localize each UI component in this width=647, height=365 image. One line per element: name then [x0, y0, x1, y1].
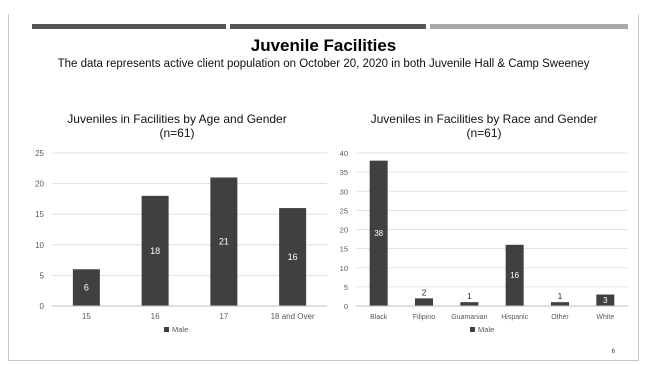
y-tick-label: 15: [35, 210, 44, 219]
y-tick-label: 20: [340, 226, 348, 235]
bar: [369, 160, 388, 306]
bar: [141, 195, 169, 306]
chart-title-line-2: (n=61): [159, 126, 195, 140]
accent-bar-3: [430, 24, 628, 29]
legend-swatch: [470, 327, 475, 332]
y-tick-label: 10: [340, 264, 348, 273]
y-tick-label: 5: [40, 271, 45, 280]
bar: [210, 177, 238, 306]
bar: [460, 302, 479, 306]
legend-swatch: [164, 327, 169, 332]
slide-frame: [8, 14, 639, 361]
data-label: 16: [510, 271, 519, 280]
chart-title-line-2: (n=61): [466, 126, 502, 140]
chart-title-line-1: Juveniles in Facilities by Age and Gende…: [67, 112, 287, 126]
chart-age-gender: Juveniles in Facilities by Age and Gende…: [22, 112, 332, 347]
data-label: 2: [422, 288, 427, 297]
y-tick-label: 15: [340, 245, 348, 254]
bar: [596, 294, 615, 306]
data-label: 38: [374, 229, 383, 238]
bar: [551, 302, 569, 306]
slide-title: Juvenile Facilities: [250, 36, 397, 55]
slide-subtitle: The data represents active client popula…: [57, 58, 590, 70]
bar: [279, 208, 307, 306]
x-tick-label: Guamanian: [451, 314, 487, 321]
data-label: 3: [603, 296, 608, 305]
chart-race-gender: Juveniles in Facilities by Race and Gend…: [334, 112, 634, 347]
legend-label: Male: [478, 325, 494, 334]
x-tick-label: White: [596, 314, 614, 321]
y-tick-label: 25: [340, 206, 348, 215]
chart-title: Juveniles in Facilities by Age and Gende…: [22, 112, 332, 140]
data-label: 21: [219, 237, 229, 247]
chart-title: Juveniles in Facilities by Race and Gend…: [334, 112, 634, 140]
bar: [505, 244, 524, 306]
accent-bar-1: [32, 24, 226, 29]
y-tick-label: 40: [340, 149, 348, 158]
accent-bar-2: [230, 24, 426, 29]
y-tick-label: 30: [340, 187, 348, 196]
chart-title-line-1: Juveniles in Facilities by Race and Gend…: [370, 112, 598, 126]
chart-age-svg: 0 5 10 15 20 25 6 15 18 16 21 17 16 18 and Over Male: [35, 149, 327, 334]
legend-label: Male: [172, 325, 188, 334]
data-label: 18: [150, 246, 160, 256]
x-tick-label: 16: [151, 312, 160, 321]
x-tick-label: Hispanic: [501, 314, 528, 321]
x-tick-label: 15: [82, 312, 91, 321]
y-tick-label: 10: [35, 241, 44, 250]
page-number: 6: [611, 349, 615, 355]
data-label: 1: [558, 292, 563, 301]
x-tick-label: 18 and Over: [271, 312, 315, 321]
x-tick-label: Filipino: [413, 314, 435, 321]
y-tick-label: 0: [40, 302, 45, 311]
x-tick-label: 17: [219, 312, 228, 321]
data-label: 6: [84, 283, 89, 293]
y-tick-label: 35: [340, 168, 348, 177]
x-tick-label: Black: [370, 314, 388, 321]
y-tick-label: 25: [35, 149, 44, 158]
bar: [72, 269, 100, 306]
bar: [415, 298, 433, 306]
data-label: 16: [288, 252, 298, 262]
y-tick-label: 0: [344, 302, 348, 311]
data-label: 1: [467, 292, 472, 301]
y-tick-label: 5: [344, 283, 348, 292]
chart-race-svg: 0 5 10 15 20 25 30 35 40 38 Black 2 Filipino 1 Guamani…: [340, 149, 628, 334]
x-tick-label: Other: [551, 314, 569, 321]
y-tick-label: 20: [35, 180, 44, 189]
